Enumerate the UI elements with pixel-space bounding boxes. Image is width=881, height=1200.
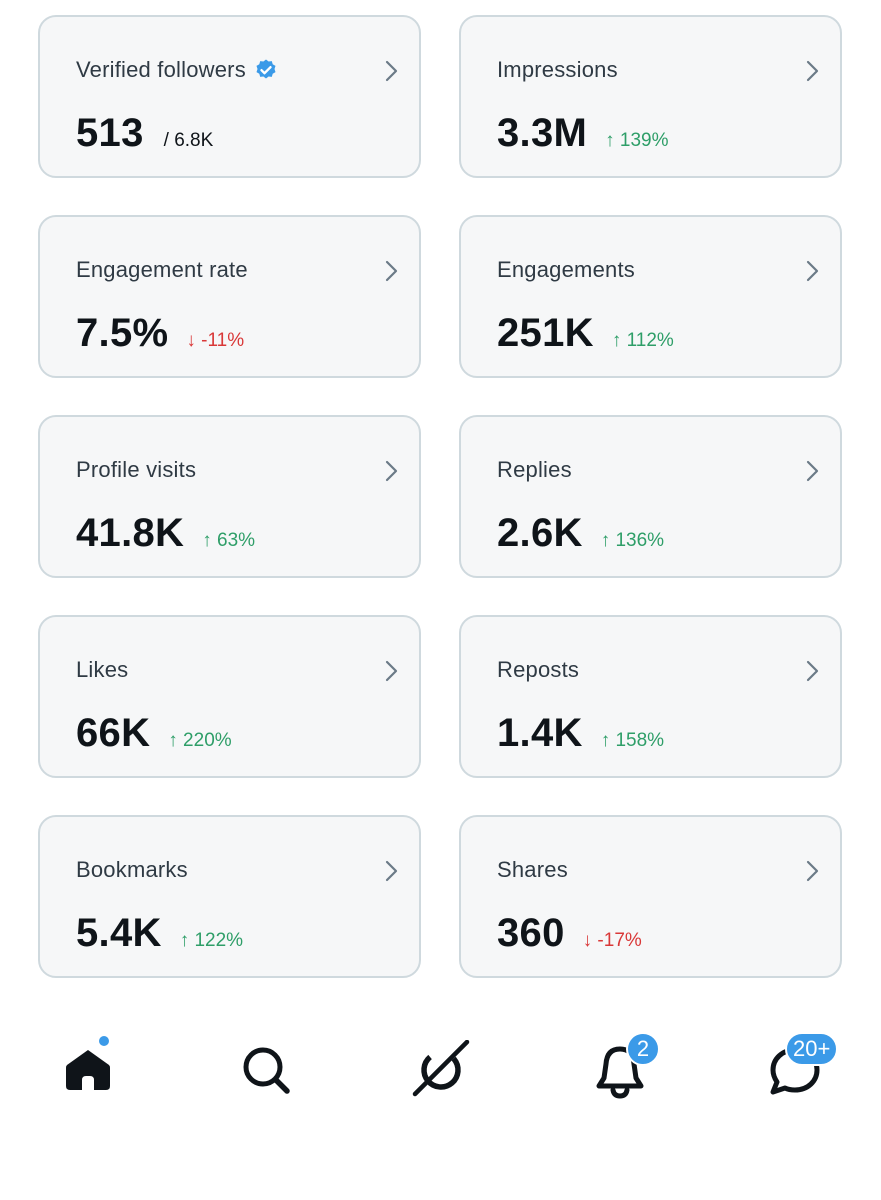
metric-title: Reposts (497, 657, 580, 682)
metric-change: ↑ 220% (168, 730, 232, 751)
metric-change: ↑ 112% (611, 330, 674, 351)
metric-title: Profile visits (76, 457, 197, 482)
metric-title: Shares (497, 857, 568, 882)
metric-value: 360 (497, 911, 565, 955)
unread-dot (97, 1034, 111, 1048)
metric-value: 3.3M (497, 111, 588, 155)
metric-change: ↑ 63% (202, 530, 256, 551)
metric-value: 513 (76, 111, 144, 155)
metric-title: Impressions (497, 57, 618, 82)
chevron-right-icon (806, 460, 819, 482)
chevron-right-icon (806, 660, 819, 682)
metric-title: Bookmarks (76, 857, 188, 882)
metric-change: ↓ -11% (186, 330, 245, 351)
metric-title: Engagement rate (76, 257, 248, 282)
metric-change: ↓ -17% (582, 930, 642, 951)
metric-title: Replies (497, 457, 572, 482)
metric-value: 41.8K (76, 511, 185, 555)
metric-card-engagements[interactable]: Engagements 251K ↑ 112% (459, 215, 842, 378)
chevron-right-icon (385, 460, 398, 482)
metric-card-shares[interactable]: Shares 360 ↓ -17% (459, 815, 842, 978)
messages-badge: 20+ (785, 1032, 839, 1066)
nav-notifications[interactable]: 2 (590, 1032, 660, 1100)
metric-card-bookmarks[interactable]: Bookmarks 5.4K ↑ 122% (38, 815, 421, 978)
verified-badge-icon (256, 59, 276, 79)
metric-card-likes[interactable]: Likes 66K ↑ 220% (38, 615, 421, 778)
metric-title: Likes (76, 657, 129, 682)
nav-grok[interactable] (411, 1039, 471, 1100)
metric-card-engagement-rate[interactable]: Engagement rate 7.5% ↓ -11% (38, 215, 421, 378)
metric-value: 251K (497, 311, 594, 355)
metric-change: ↑ 158% (600, 730, 665, 751)
metric-total: / 6.8K (163, 130, 214, 151)
metric-card-profile-visits[interactable]: Profile visits 41.8K ↑ 63% (38, 415, 421, 578)
metric-card-verified-followers[interactable]: Verified followers 513 / 6.8K (38, 15, 421, 178)
chevron-right-icon (806, 260, 819, 282)
metric-card-replies[interactable]: Replies 2.6K ↑ 136% (459, 415, 842, 578)
search-icon (243, 1047, 290, 1094)
nav-home[interactable] (58, 1034, 118, 1100)
chevron-right-icon (385, 60, 398, 82)
chevron-right-icon (806, 860, 819, 882)
messages-icon (770, 1047, 820, 1095)
metric-value: 5.4K (76, 911, 162, 955)
metric-card-impressions[interactable]: Impressions 3.3M ↑ 139% (459, 15, 842, 178)
grok-icon (412, 1039, 470, 1097)
metric-card-reposts[interactable]: Reposts 1.4K ↑ 158% (459, 615, 842, 778)
home-icon (66, 1050, 110, 1090)
metric-value: 2.6K (497, 511, 583, 555)
chevron-right-icon (385, 260, 398, 282)
metric-title: Engagements (497, 257, 635, 282)
metric-change: ↑ 139% (605, 130, 669, 151)
bottom-nav: 2 20+ (0, 1030, 881, 1120)
chevron-right-icon (806, 60, 819, 82)
nav-messages[interactable]: 20+ (765, 1032, 839, 1100)
metric-change: ↑ 122% (179, 930, 244, 951)
notifications-badge: 2 (626, 1032, 660, 1066)
metric-title: Verified followers (76, 57, 278, 83)
nav-search[interactable] (236, 1040, 296, 1100)
chevron-right-icon (385, 660, 398, 682)
metric-value: 66K (76, 711, 151, 755)
metric-value: 1.4K (497, 711, 583, 755)
chevron-right-icon (385, 860, 398, 882)
metric-value: 7.5% (76, 311, 169, 355)
metric-change: ↑ 136% (600, 530, 665, 551)
